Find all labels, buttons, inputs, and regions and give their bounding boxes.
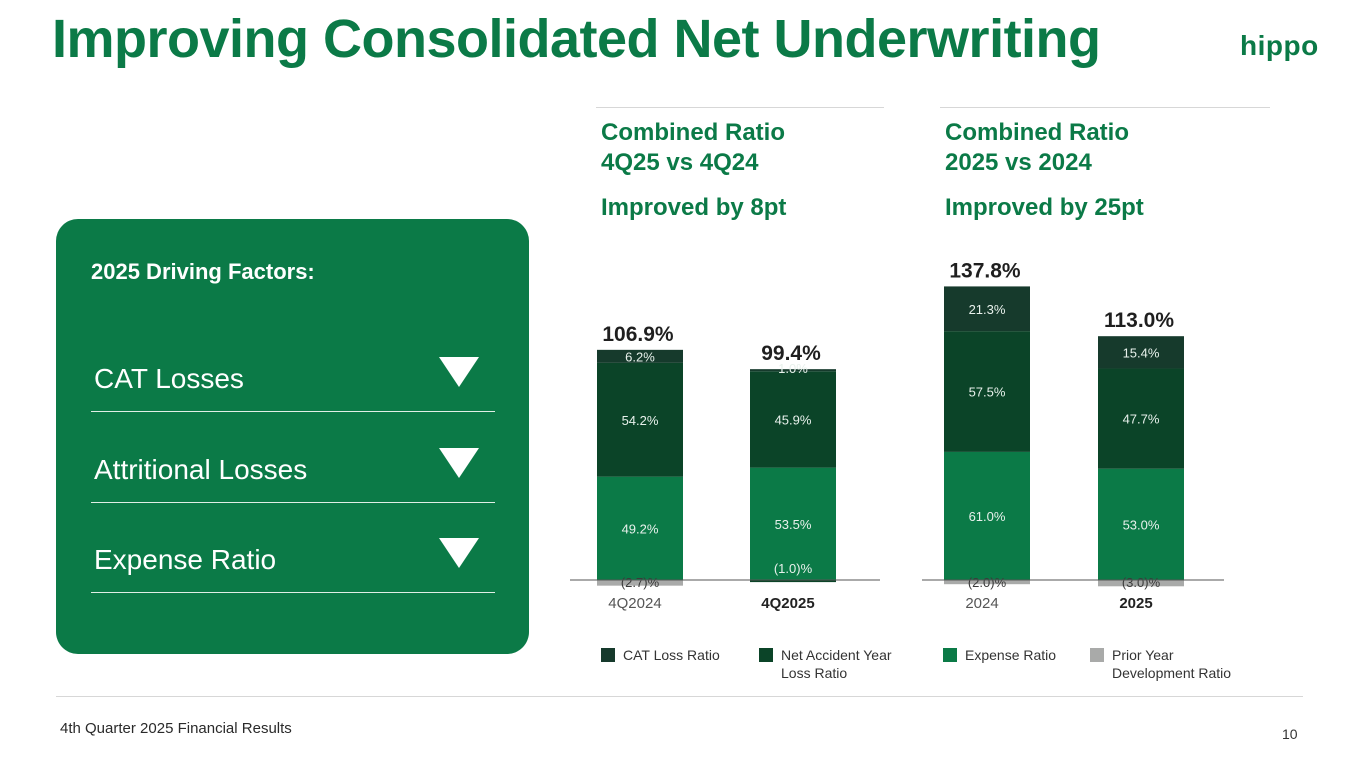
triangle-down-icon (439, 357, 479, 387)
page-number: 10 (1282, 726, 1298, 742)
factor-label: CAT Losses (94, 363, 244, 394)
bar-net-accident-year-loss-ratio-2025 (1098, 368, 1184, 469)
data-label-cat-loss-ratio: 21.3% (969, 302, 1006, 317)
footer-text: 4th Quarter 2025 Financial Results (60, 720, 292, 737)
factor-label: Attritional Losses (94, 454, 308, 485)
legend-label: Expense Ratio (965, 646, 1056, 664)
legend-swatch (1090, 648, 1104, 662)
bar-prior-year-2024 (944, 580, 1030, 585)
total-label: 113.0% (1104, 309, 1174, 332)
x-tick-label: 2024 (965, 595, 998, 612)
right-header-line1: Combined Ratio (945, 119, 1129, 146)
bar-net-accident-year-loss-ratio-4q2025 (750, 371, 836, 468)
data-label-prior-year: (2.0)% (968, 575, 1007, 590)
data-label-net-accident-year-loss-ratio: 45.9% (775, 412, 812, 427)
x-tick-label: 2025 (1119, 595, 1152, 612)
data-label-net-accident-year-loss-ratio: 57.5% (969, 385, 1006, 400)
data-label-cat-loss-ratio: 1.0% (778, 361, 808, 376)
data-label-expense-ratio: 53.5% (775, 517, 812, 532)
left-header-line1: Combined Ratio (601, 119, 785, 146)
data-label-cat-loss-ratio: 6.2% (625, 349, 655, 364)
right-improvement: Improved by 25pt (945, 194, 1144, 221)
bar-cat-loss-ratio-4q2024 (597, 349, 683, 363)
total-label: 137.8% (949, 259, 1021, 282)
legend-line1: Prior Year (1112, 647, 1174, 663)
data-label-expense-ratio: 49.2% (622, 521, 659, 536)
legend-line1: Net Accident Year (781, 647, 892, 663)
bar-cat-loss-ratio-2024 (944, 286, 1030, 332)
bar-expense-ratio-4q2025 (750, 467, 836, 580)
hippo-logo: hippo (1240, 30, 1319, 61)
legend-label: CAT Loss Ratio (623, 646, 720, 664)
data-label-prior-year: (1.0)% (774, 561, 813, 576)
factor-expense-ratio: Expense Ratio (91, 502, 495, 593)
panel-title: 2025 Driving Factors: (91, 259, 315, 284)
bar-prior-year-2025 (1098, 580, 1184, 587)
data-label-prior-year: (3.0)% (1122, 575, 1161, 590)
legend-line2: Loss Ratio (781, 665, 848, 681)
total-label: 106.9% (602, 323, 674, 346)
triangle-down-icon (439, 448, 479, 478)
total-label: 99.4% (761, 342, 821, 365)
left-chart-header: Combined Ratio 4Q25 vs 4Q24 (601, 118, 785, 178)
data-label-net-accident-year-loss-ratio: 54.2% (622, 413, 659, 428)
bar-expense-ratio-2024 (944, 451, 1030, 580)
right-chart-header: Combined Ratio 2025 vs 2024 (945, 118, 1129, 178)
factor-cat-losses: CAT Losses (91, 321, 495, 412)
legend-label: Net Accident Year Loss Ratio (781, 646, 892, 682)
right-header-rule (940, 107, 1270, 108)
triangle-down-icon (439, 538, 479, 568)
legend-label: Prior Year Development Ratio (1112, 646, 1231, 682)
x-tick-label: 4Q2024 (608, 595, 661, 612)
legend-line1: Expense Ratio (965, 647, 1057, 663)
bar-prior-year-4q2024 (597, 580, 683, 586)
legend-line1: CAT Loss Ratio (623, 647, 720, 663)
legend-swatch (759, 648, 773, 662)
bar-net-accident-year-loss-ratio-4q2024 (597, 362, 683, 477)
legend-line2: Development Ratio (1112, 665, 1232, 681)
legend-swatch (943, 648, 957, 662)
data-label-expense-ratio: 53.0% (1123, 517, 1160, 532)
bar-net-accident-year-loss-ratio-2024 (944, 331, 1030, 452)
left-header-rule (596, 107, 884, 108)
data-label-cat-loss-ratio: 15.4% (1123, 345, 1160, 360)
factor-attritional-losses: Attritional Losses (91, 412, 495, 503)
bar-prior-year-4q2025 (750, 580, 836, 583)
data-label-expense-ratio: 61.0% (969, 509, 1006, 524)
bar-expense-ratio-4q2024 (597, 476, 683, 580)
bar-cat-loss-ratio-2025 (1098, 336, 1184, 369)
factor-label: Expense Ratio (94, 544, 277, 575)
footer-rule (56, 696, 1303, 697)
data-label-prior-year: (2.7)% (621, 575, 660, 590)
bar-expense-ratio-2025 (1098, 468, 1184, 580)
legend-swatch (601, 648, 615, 662)
left-header-line2: 4Q25 vs 4Q24 (601, 149, 759, 176)
left-improvement: Improved by 8pt (601, 194, 787, 221)
bar-cat-loss-ratio-4q2025 (750, 369, 836, 372)
x-tick-label: 4Q2025 (761, 595, 814, 612)
data-label-net-accident-year-loss-ratio: 47.7% (1123, 412, 1160, 427)
driving-factors-panel: 2025 Driving Factors: CAT Losses Attriti… (56, 219, 529, 654)
page-title: Improving Consolidated Net Underwriting (52, 9, 1101, 69)
right-header-line2: 2025 vs 2024 (945, 149, 1092, 176)
